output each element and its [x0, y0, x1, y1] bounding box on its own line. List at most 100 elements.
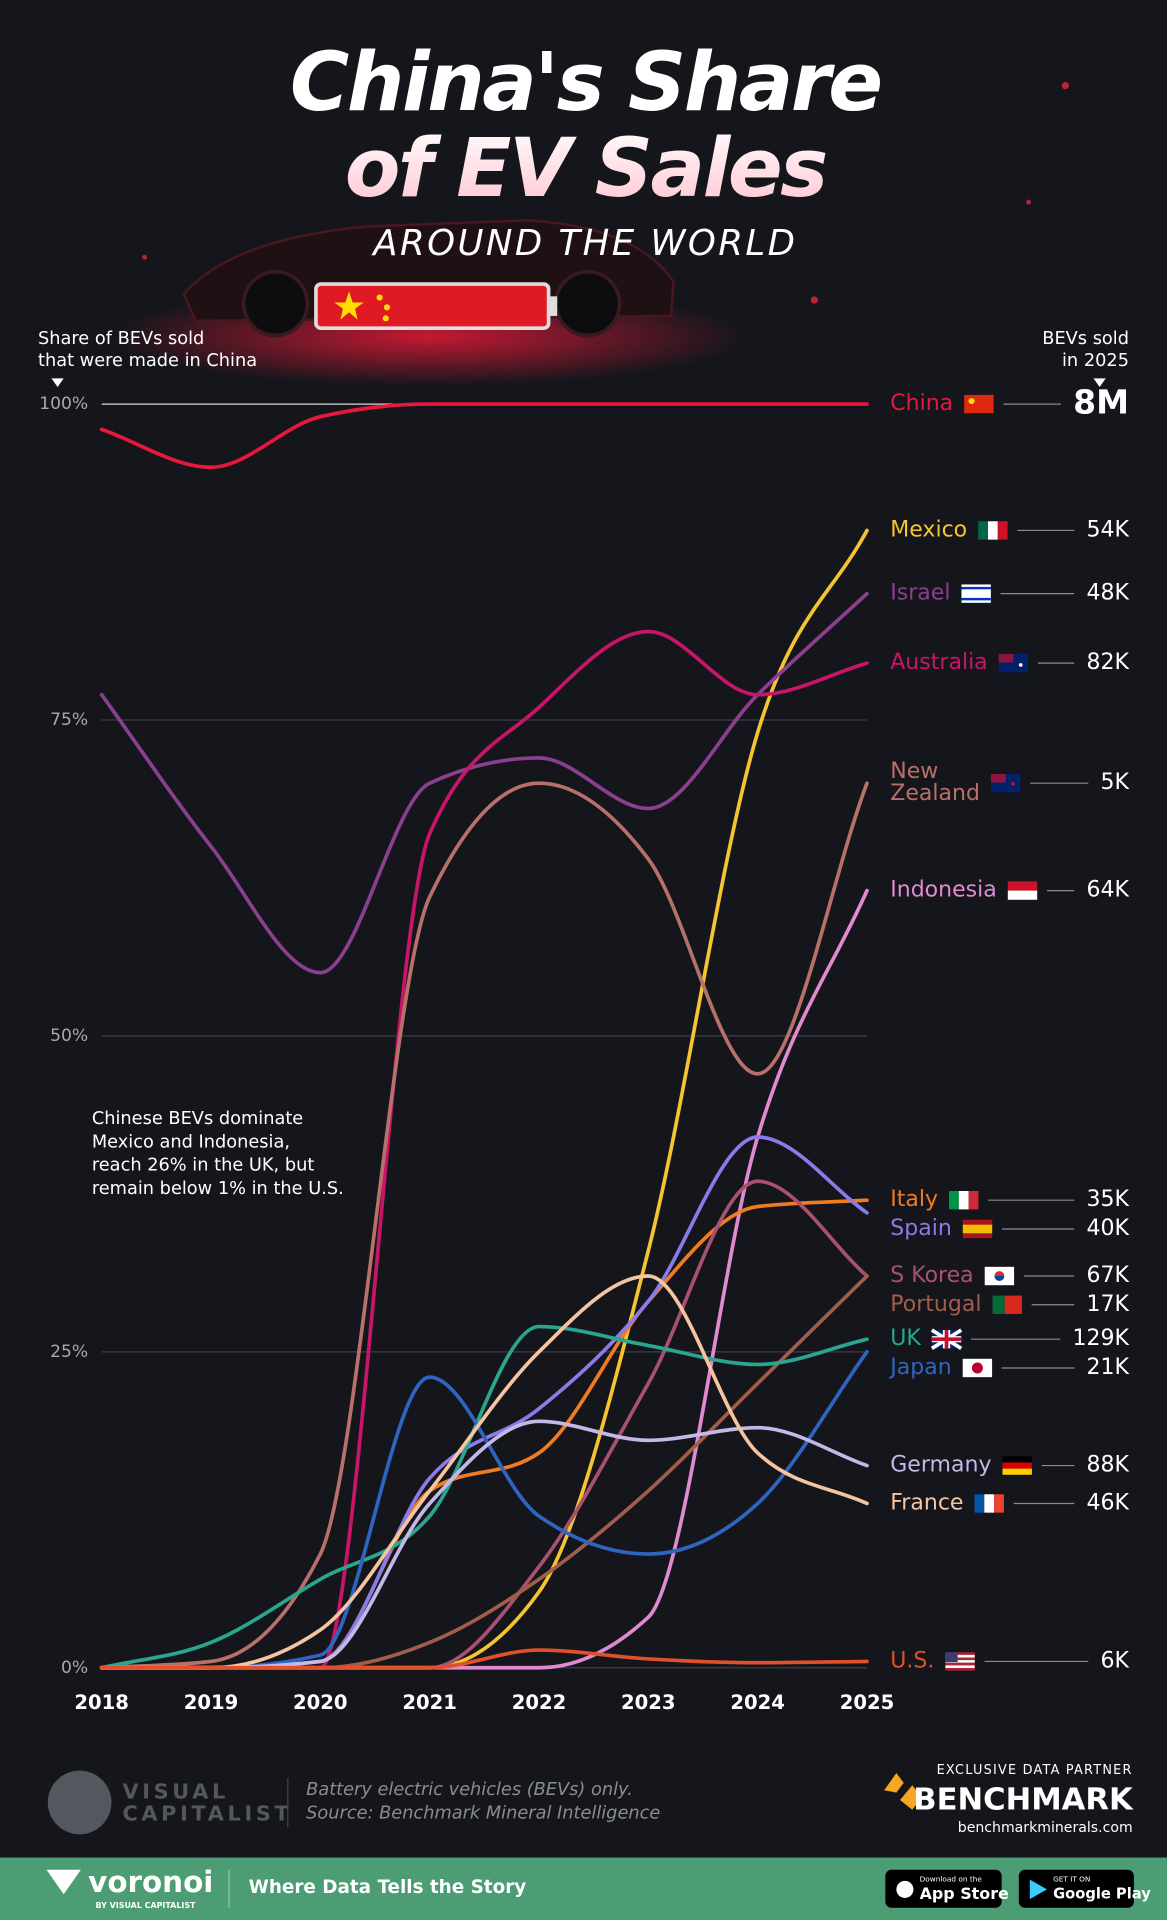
- annotation: Chinese BEVs dominate: [92, 1109, 303, 1129]
- end-label: Italy 35K: [890, 1187, 1129, 1212]
- flag: [1004, 1295, 1022, 1314]
- app-store: App Store: [920, 1884, 1009, 1903]
- sales-note: BEVs sold: [1042, 329, 1129, 349]
- x-tick-label: 2023: [621, 1691, 676, 1714]
- tagline: Where Data Tells the Story: [249, 1877, 527, 1898]
- axis-note: that were made in China: [38, 351, 257, 371]
- flag: [964, 394, 994, 414]
- logo-mark: [47, 1770, 112, 1835]
- x-tick-label: 2025: [840, 1691, 894, 1714]
- flag: [994, 1276, 1005, 1281]
- lines: [99, 402, 869, 1670]
- sales-value: 5K: [1101, 770, 1130, 795]
- sales-value: 129K: [1073, 1326, 1130, 1351]
- y-tick-label: 0%: [61, 1658, 88, 1678]
- flag: [987, 521, 998, 540]
- flag: [1002, 1462, 1032, 1469]
- flag: [1007, 890, 1038, 900]
- flag: [945, 1662, 975, 1666]
- series-label: UK: [890, 1326, 921, 1351]
- series-line: [99, 402, 869, 470]
- series-label: Italy: [890, 1187, 938, 1212]
- end-label: Germany 88K: [890, 1453, 1129, 1478]
- flag: [1002, 1456, 1032, 1463]
- flag: [945, 1660, 975, 1663]
- sales-value: 35K: [1087, 1187, 1130, 1212]
- flag: [961, 597, 991, 601]
- series-line: [99, 781, 869, 1670]
- flag-star: [382, 315, 389, 322]
- subtitle: AROUND THE WORLD: [371, 223, 797, 264]
- source: Source: Benchmark Mineral Intelligence: [306, 1803, 660, 1823]
- series-label: Spain: [890, 1216, 952, 1241]
- flag: [962, 1224, 993, 1234]
- flag: [990, 774, 1006, 783]
- google-play-note: GET IT ON: [1053, 1875, 1090, 1884]
- flag: [945, 1654, 975, 1658]
- end-label: UK 129K: [890, 1326, 1129, 1351]
- end-label: China 8M: [890, 383, 1129, 422]
- x-tick-label: 2021: [402, 1691, 456, 1714]
- vc-logo: VISUAL CAPITALIST: [47, 1770, 289, 1835]
- annotation: reach 26% in the UK, but: [92, 1156, 314, 1176]
- end-label: France 46K: [890, 1490, 1129, 1515]
- flag: [945, 1665, 975, 1668]
- partner: BENCHMARK: [913, 1783, 1134, 1818]
- sales-value: 21K: [1087, 1355, 1130, 1380]
- sparkle: [810, 296, 818, 304]
- arrow: [51, 378, 64, 387]
- flag: [994, 1494, 1004, 1513]
- end-label: New Zealand 5K: [890, 759, 1129, 806]
- flag: [961, 586, 991, 590]
- wheel: [554, 270, 622, 338]
- annotation: remain below 1% in the U.S.: [92, 1179, 344, 1199]
- sales-value: 40K: [1087, 1216, 1130, 1241]
- y-tick-label: 75%: [50, 710, 88, 730]
- end-label: Israel 48K: [890, 581, 1129, 606]
- flag: [931, 1337, 962, 1342]
- flag: [945, 1652, 958, 1663]
- x-tick-label: 2020: [293, 1691, 348, 1714]
- partner-mark: [884, 1773, 923, 1810]
- brand: voronoi: [88, 1865, 213, 1899]
- end-labels: China 8M Mexico 54K Israel 48K Australia 82K New…: [888, 383, 1129, 1674]
- sales-value: 48K: [1087, 581, 1130, 606]
- end-label: S Korea 67K: [890, 1263, 1129, 1288]
- series-line: [99, 1324, 869, 1670]
- series-line: [99, 1274, 869, 1670]
- end-label: Mexico 54K: [890, 517, 1129, 542]
- sales-value: 6K: [1101, 1648, 1130, 1673]
- google-play-button[interactable]: [1018, 1869, 1134, 1908]
- end-label: Indonesia 64K: [890, 878, 1129, 903]
- sales-value: 54K: [1087, 517, 1130, 542]
- series-label: Mexico: [890, 517, 967, 542]
- flag: [945, 1652, 975, 1655]
- flag: [945, 1657, 975, 1661]
- flag: [998, 653, 1014, 663]
- end-label: U.S. 6K: [890, 1648, 1129, 1673]
- flag: [974, 1494, 985, 1513]
- series-label: S Korea: [890, 1263, 973, 1288]
- series-line: [99, 591, 869, 975]
- x-tick-label: 2018: [74, 1691, 129, 1714]
- flag: [968, 397, 975, 405]
- sparkle: [1061, 82, 1070, 90]
- x-tick-label: 2019: [184, 1691, 239, 1714]
- end-label: Australia 82K: [890, 650, 1129, 675]
- title: of EV Sales: [345, 122, 826, 216]
- series-label: Indonesia: [890, 878, 997, 903]
- flag-star: [334, 291, 364, 320]
- play-icon: [1029, 1879, 1047, 1900]
- series-label: Israel: [890, 581, 950, 606]
- flag: [1007, 881, 1038, 891]
- annotation: Mexico and Indonesia,: [92, 1132, 290, 1152]
- brand-sub: BY VISUAL CAPITALIST: [96, 1901, 197, 1910]
- app-store-button[interactable]: [885, 1869, 1002, 1908]
- brand-mark: [46, 1869, 81, 1895]
- sparkle: [142, 254, 147, 260]
- series-label: Japan: [888, 1355, 951, 1380]
- logo-text: VISUAL: [122, 1780, 228, 1804]
- flag: [1018, 663, 1023, 667]
- series-label: Germany: [890, 1453, 991, 1478]
